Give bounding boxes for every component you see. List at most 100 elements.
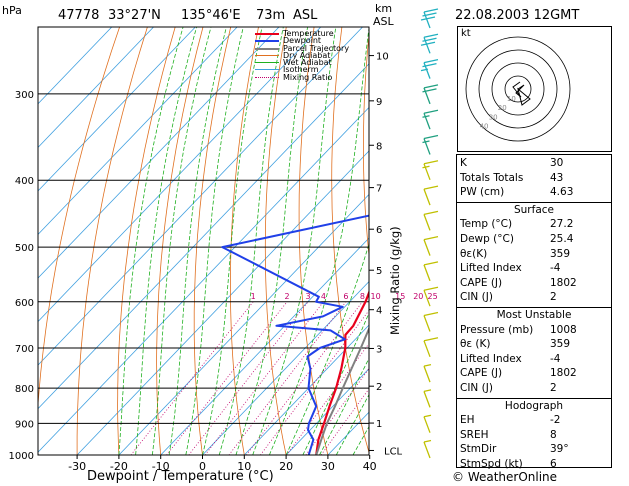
wind-barb	[420, 8, 439, 29]
station-id: 47778	[58, 8, 100, 23]
wind-barb	[422, 109, 439, 130]
index-value: 30	[550, 157, 564, 169]
km-tick-label: LCL	[384, 446, 403, 457]
profiles	[221, 194, 369, 455]
pressure-tick-label: 600	[15, 298, 34, 309]
index-value: 359	[550, 247, 571, 260]
index-row: Lifted Index -4	[460, 262, 609, 277]
km-tick-label: 10	[376, 52, 389, 63]
hodograph-ring-label: 20	[498, 104, 507, 112]
index-label: Dewp (°C)	[460, 233, 514, 245]
index-label: StmDir	[460, 443, 497, 456]
hodograph-trace	[512, 81, 525, 98]
dry-adiabat-line	[230, 27, 259, 455]
mixing-ratio-label: 6	[343, 292, 348, 301]
dry-adiabat-line	[76, 27, 148, 455]
legend-swatch	[255, 47, 279, 50]
wind-barb	[423, 389, 432, 408]
pressure-tick-label: 400	[15, 176, 34, 187]
legend-swatch	[255, 40, 279, 43]
isotherm-line	[285, 368, 369, 455]
index-row: CIN (J) 2	[460, 291, 609, 306]
legend-swatch	[255, 76, 279, 78]
index-row: EH -2	[460, 414, 609, 429]
background-lines	[38, 27, 629, 455]
dry-adiabat-line	[620, 27, 629, 455]
section-divider	[457, 201, 611, 203]
km-unit-label: km	[375, 2, 393, 15]
index-value: 1802	[550, 276, 577, 289]
hodograph-panel: 10 20 30 40 kt	[457, 26, 612, 152]
isotherm-line	[38, 27, 322, 323]
hodograph-ring	[491, 62, 545, 116]
pressure-tick-label: 700	[15, 344, 34, 355]
pressure-tick-label: 500	[15, 243, 34, 254]
legend-label: Parcel Trajectory	[283, 43, 350, 53]
dry-adiabat-line	[331, 27, 369, 454]
isotherm-line	[202, 280, 369, 455]
hodograph-ring	[478, 49, 558, 129]
wet-adiabat-line	[235, 27, 308, 455]
wind-barb	[420, 33, 439, 54]
isotherm-line	[38, 27, 363, 366]
index-row: Totals Totals 43	[460, 172, 609, 187]
index-label: θε (K)	[460, 338, 491, 351]
isotherm-line	[38, 63, 369, 410]
index-row: θε(K) 359	[460, 248, 609, 263]
x-tick-label: 30	[321, 460, 335, 473]
x-tick-label: 40	[363, 460, 377, 473]
section-title: Most Unstable	[496, 309, 572, 321]
x-tick-label: -30	[68, 460, 86, 473]
km-tick-label: 2	[376, 382, 382, 393]
index-value: -4	[550, 352, 561, 365]
index-value: 25.4	[550, 233, 574, 245]
legend-item: Dry Adiabat	[253, 51, 349, 59]
index-row: PW (cm) 4.63	[460, 186, 609, 201]
wet-adiabat-line	[168, 27, 227, 455]
wet-adiabat-line	[151, 27, 212, 455]
index-row: CIN (J) 2	[460, 382, 609, 397]
pressure-tick-label: 300	[15, 90, 34, 101]
wet-adiabat-line	[252, 27, 337, 455]
plot-area	[38, 27, 369, 455]
km-asl-label: ASL	[373, 15, 394, 28]
index-value: 27.2	[550, 218, 574, 231]
index-value: 1802	[550, 367, 577, 380]
dry-adiabat-line	[362, 30, 369, 259]
isotherm-line	[76, 150, 369, 455]
x-tick-label: 10	[237, 460, 251, 473]
km-tick-label: 8	[376, 141, 382, 152]
section-title: Hodograph	[504, 399, 564, 412]
index-label: CAPE (J)	[460, 367, 503, 380]
wet-adiabat-line	[218, 27, 284, 455]
station-lat: 33°27'N	[108, 8, 161, 23]
wet-adiabat-line	[269, 27, 369, 455]
mixing-ratio-label: 8	[360, 292, 365, 301]
index-label: EH	[460, 414, 475, 427]
index-label: CIN (J)	[460, 291, 493, 304]
hodograph-ring	[465, 36, 571, 142]
isotherm-line	[38, 27, 280, 279]
hodograph-ring-label: 40	[480, 122, 489, 130]
legend-item: Isotherm	[253, 65, 349, 75]
legend-swatch	[255, 33, 279, 35]
index-row: θε (K) 359	[460, 338, 609, 353]
isotherm-line	[38, 27, 154, 148]
legend-label: Isotherm	[283, 65, 319, 75]
station-asl: ASL	[293, 8, 318, 23]
index-row: StmDir 39°	[460, 443, 609, 458]
section-divider	[457, 397, 611, 399]
legend-item: Mixing Ratio	[253, 73, 349, 81]
km-tick-label: 7	[376, 184, 382, 195]
hodograph-unit: kt	[461, 28, 471, 39]
dry-adiabat-line	[156, 27, 204, 455]
index-value: 1008	[550, 323, 577, 336]
pressure-tick-label: 800	[15, 384, 34, 395]
index-value: 43	[550, 171, 564, 184]
legend-item: Wet Adiabat	[253, 59, 349, 67]
legend-swatch	[255, 62, 279, 64]
mixing-ratio-axis-title: Mixing Ratio (g/kg)	[388, 226, 402, 335]
station-elevation: 73m	[256, 8, 286, 23]
hodograph-ring-label: 10	[507, 95, 516, 103]
